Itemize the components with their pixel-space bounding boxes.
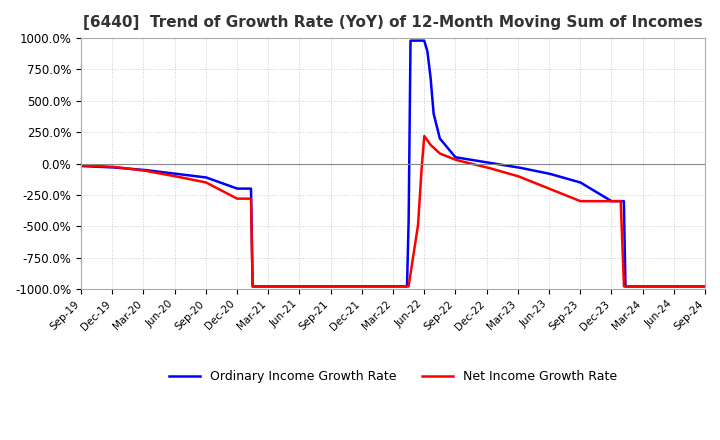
Net Income Growth Rate (190, 177, 199, 183)
Net Income Growth Rate (248, 284, 257, 289)
Net Income Growth Rate (590, 198, 598, 204)
Line: Ordinary Income Growth Rate: Ordinary Income Growth Rate (81, 40, 705, 286)
Legend: Ordinary Income Growth Rate, Net Income Growth Rate: Ordinary Income Growth Rate, Net Income … (164, 365, 622, 388)
Ordinary Income Growth Rate (190, 173, 199, 179)
Ordinary Income Growth Rate (76, 163, 85, 169)
Ordinary Income Growth Rate (451, 154, 460, 160)
Ordinary Income Growth Rate (406, 38, 415, 43)
Net Income Growth Rate (451, 157, 460, 162)
Net Income Growth Rate (315, 284, 324, 289)
Ordinary Income Growth Rate (542, 170, 551, 176)
Title: [6440]  Trend of Growth Rate (YoY) of 12-Month Moving Sum of Incomes: [6440] Trend of Growth Rate (YoY) of 12-… (83, 15, 703, 30)
Ordinary Income Growth Rate (315, 284, 324, 289)
Ordinary Income Growth Rate (590, 188, 598, 194)
Line: Net Income Growth Rate: Net Income Growth Rate (81, 136, 705, 286)
Net Income Growth Rate (542, 185, 551, 191)
Ordinary Income Growth Rate (482, 160, 491, 165)
Net Income Growth Rate (76, 163, 85, 168)
Ordinary Income Growth Rate (248, 284, 257, 289)
Ordinary Income Growth Rate (701, 284, 709, 289)
Net Income Growth Rate (482, 165, 491, 170)
Net Income Growth Rate (701, 284, 709, 289)
Net Income Growth Rate (420, 133, 428, 139)
